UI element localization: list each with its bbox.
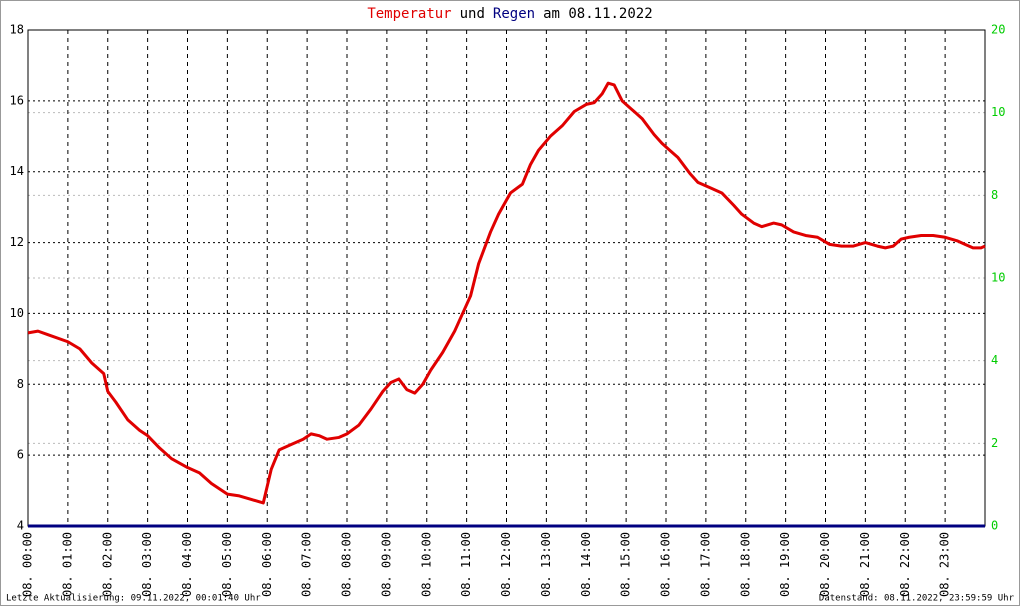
x-tick-label: 08. 20:00 bbox=[818, 532, 832, 597]
x-tick-label: 08. 01:00 bbox=[60, 532, 74, 597]
y2-tick-label: 0 bbox=[991, 519, 998, 533]
x-tick-label: 08. 22:00 bbox=[898, 532, 912, 597]
x-tick-label: 08. 00:00 bbox=[21, 532, 35, 597]
x-tick-label: 08. 05:00 bbox=[220, 532, 234, 597]
y-tick-label: 4 bbox=[17, 519, 24, 533]
y-tick-label: 16 bbox=[10, 93, 24, 107]
x-tick-label: 08. 18:00 bbox=[738, 532, 752, 597]
x-tick-label: 08. 16:00 bbox=[659, 532, 673, 597]
x-tick-label: 08. 15:00 bbox=[619, 532, 633, 597]
x-tick-label: 08. 21:00 bbox=[858, 532, 872, 597]
y2-tick-label: 10 bbox=[991, 105, 1005, 119]
y-tick-label: 6 bbox=[17, 448, 24, 462]
y2-tick-label: 2 bbox=[991, 436, 998, 450]
x-tick-label: 08. 14:00 bbox=[579, 532, 593, 597]
x-tick-label: 08. 04:00 bbox=[180, 532, 194, 597]
x-tick-label: 08. 11:00 bbox=[459, 532, 473, 597]
y-tick-label: 8 bbox=[17, 377, 24, 391]
x-tick-label: 08. 23:00 bbox=[938, 532, 952, 597]
footer: Letzte Aktualisierung: 09.11.2022, 00:01… bbox=[6, 594, 261, 604]
x-tick-label: 08. 10:00 bbox=[419, 532, 433, 597]
x-tick-label: 08. 17:00 bbox=[698, 532, 712, 597]
y-tick-label: 14 bbox=[10, 164, 24, 178]
title-series: Temperatur bbox=[367, 6, 451, 22]
chart-title: Temperatur und Regen am 08.11.2022 bbox=[367, 6, 652, 22]
y-tick-label: 10 bbox=[10, 306, 24, 320]
y2-tick-label: 4 bbox=[991, 353, 998, 367]
y-tick-label: 12 bbox=[10, 235, 24, 249]
x-tick-label: 08. 13:00 bbox=[539, 532, 553, 597]
x-tick-label: 08. 08:00 bbox=[340, 532, 354, 597]
x-tick-label: 08. 19:00 bbox=[778, 532, 792, 597]
x-tick-label: 08. 06:00 bbox=[260, 532, 274, 597]
y2-tick-label: 20 bbox=[991, 23, 1005, 37]
x-tick-label: 08. 12:00 bbox=[499, 532, 513, 597]
title-series: Regen bbox=[493, 6, 535, 22]
x-tick-label: 08. 09:00 bbox=[379, 532, 393, 597]
x-tick-label: 08. 07:00 bbox=[300, 532, 314, 597]
footer: Datenstand: 08.11.2022, 23:59:59 Uhr bbox=[819, 594, 1015, 604]
y2-tick-label: 8 bbox=[991, 188, 998, 202]
y-tick-label: 18 bbox=[10, 23, 24, 37]
title-text: und bbox=[460, 6, 485, 22]
series-line bbox=[27, 81, 986, 505]
title-text: am 08.11.2022 bbox=[543, 6, 653, 22]
x-tick-label: 08. 02:00 bbox=[100, 532, 114, 597]
y2-tick-label: 10 bbox=[991, 271, 1005, 285]
x-tick-label: 08. 03:00 bbox=[140, 532, 154, 597]
